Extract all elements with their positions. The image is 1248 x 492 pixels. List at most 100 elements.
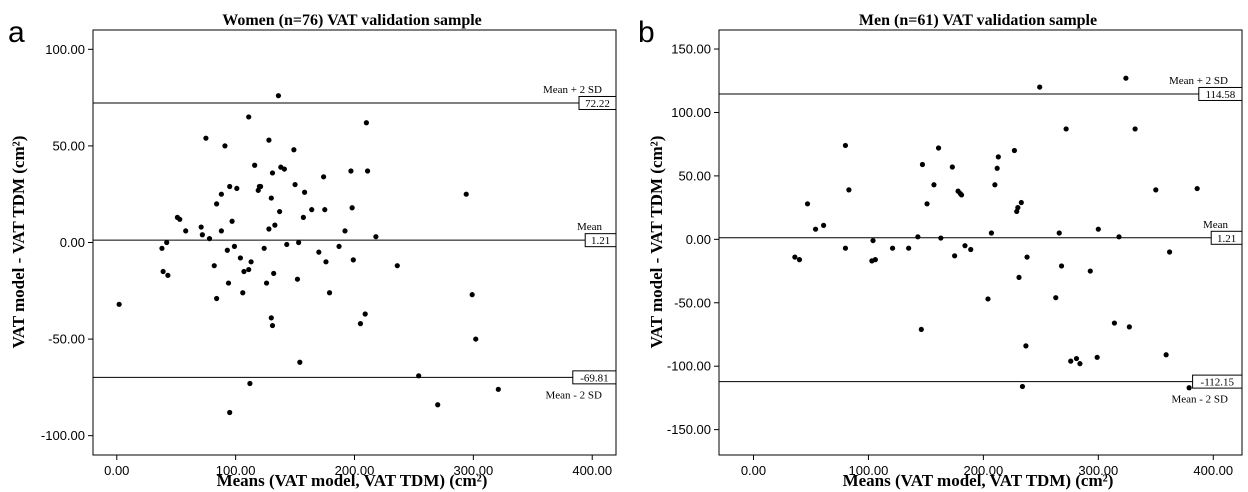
reference-line-label: Mean <box>1203 219 1229 231</box>
reference-value-label: 72.22 <box>585 98 610 110</box>
scatter-point <box>294 276 301 282</box>
scatter-point <box>364 168 371 174</box>
x-tick-label: 0.00 <box>104 463 129 478</box>
axis-ticks: 0.00 100.00 200.00 300.00 400.00 100.00 50.00 0… <box>41 42 612 478</box>
scatter-point <box>165 272 171 278</box>
scatter-point <box>268 195 274 201</box>
scatter-point <box>473 336 479 342</box>
y-tick-label: 50.00 <box>52 138 85 153</box>
scatter-point <box>323 259 329 265</box>
scatter-point <box>1077 361 1083 367</box>
scatter-point <box>322 207 328 213</box>
scatter-point <box>968 246 974 253</box>
scatter-point <box>1063 126 1069 132</box>
scatter-point <box>1094 354 1100 360</box>
scatter-point <box>277 208 283 215</box>
scatter-point <box>116 301 122 307</box>
scatter-point <box>263 280 270 286</box>
scatter-point <box>872 257 878 263</box>
y-tick-label: 0.00 <box>686 232 711 247</box>
reference-value-box <box>1210 230 1243 245</box>
scatter-point <box>272 222 278 228</box>
reference-lines: Mean + 2 SD 72.22 Mean 1.21 Mean - 2 SD -69.8… <box>93 84 617 401</box>
x-axis-title: Means (VAT model, VAT TDM) (cm²) <box>217 471 488 490</box>
scatter-point <box>229 218 235 224</box>
scatter-point <box>300 214 306 220</box>
scatter-point <box>227 183 233 190</box>
scatter-point <box>1194 185 1200 192</box>
scatter-point <box>206 236 213 242</box>
scatter-point <box>164 239 170 246</box>
scatter-point <box>1011 147 1018 154</box>
x-tick-label: 200.00 <box>963 463 1003 478</box>
scatter-point <box>199 232 205 238</box>
scatter-point <box>995 154 1001 160</box>
scatter-point <box>218 228 224 234</box>
scatter-point <box>792 254 798 260</box>
scatter-point <box>1163 352 1169 358</box>
x-tick-label: 200.00 <box>335 463 375 478</box>
scatter-point <box>350 257 356 263</box>
scatter-point <box>309 207 315 213</box>
scatter-point <box>227 409 233 416</box>
scatter-point <box>1126 324 1132 330</box>
scatter-point <box>988 230 995 236</box>
scatter-point <box>261 245 267 251</box>
scatter-point <box>281 166 287 172</box>
scatter-point <box>252 162 258 168</box>
scatter-point <box>247 380 253 387</box>
scatter-point <box>949 164 955 170</box>
scatter-point <box>416 373 422 379</box>
y-axis-title: VAT model - VAT TDM (cm²) <box>647 136 666 349</box>
y-tick-label: 100.00 <box>671 105 711 120</box>
axis-ticks: 0.00 100.00 200.00 300.00 400.00 150.00 100.00… <box>667 42 1233 478</box>
reference-value-label: 1.21 <box>591 235 610 247</box>
scatter-point <box>938 235 944 241</box>
scatter-point <box>234 185 240 192</box>
scatter-point <box>918 326 924 333</box>
data-points <box>792 75 1200 391</box>
scatter-point <box>1087 268 1093 274</box>
scatter-point <box>218 191 224 197</box>
scatter-point <box>320 174 327 180</box>
scatter-point <box>240 290 246 296</box>
panel-letter: b <box>638 16 655 49</box>
scatter-point <box>203 135 209 141</box>
scatter-point <box>257 183 264 190</box>
reference-value-box <box>572 370 617 385</box>
scatter-point <box>1073 355 1080 362</box>
scatter-point <box>284 241 290 248</box>
scatter-point <box>177 216 183 222</box>
scatter-point <box>842 245 849 251</box>
scatter-point <box>326 290 333 296</box>
scatter-point <box>821 222 827 228</box>
x-tick-label: 400.00 <box>572 463 612 478</box>
scatter-point <box>463 191 469 197</box>
scatter-point <box>266 226 272 232</box>
scatter-point <box>237 255 243 261</box>
scatter-point <box>160 268 166 275</box>
scatter-point <box>804 201 811 207</box>
x-tick-label: 300.00 <box>453 463 493 478</box>
scatter-point <box>1166 249 1173 255</box>
data-points <box>116 93 501 416</box>
scatter-point <box>1016 274 1022 280</box>
y-tick-label: -50.00 <box>48 332 85 347</box>
scatter-point <box>842 142 849 149</box>
scatter-point <box>342 228 348 234</box>
chart-title: Women (n=76) VAT validation sample <box>222 12 482 29</box>
scatter-point <box>469 292 475 298</box>
scatter-point <box>292 181 298 188</box>
y-tick-label: 0.00 <box>60 235 85 250</box>
reference-value-label: -69.81 <box>580 372 608 384</box>
y-axis-title: VAT model - VAT TDM (cm²) <box>9 136 28 349</box>
scatter-point <box>248 259 254 265</box>
scatter-point <box>275 93 282 99</box>
reference-line-label: Mean - 2 SD <box>545 389 602 401</box>
reference-value-box <box>1198 86 1243 101</box>
y-tick-label: -150.00 <box>667 422 711 437</box>
scatter-point <box>211 263 217 269</box>
scatter-point <box>336 243 342 249</box>
scatter-point <box>1186 385 1192 391</box>
